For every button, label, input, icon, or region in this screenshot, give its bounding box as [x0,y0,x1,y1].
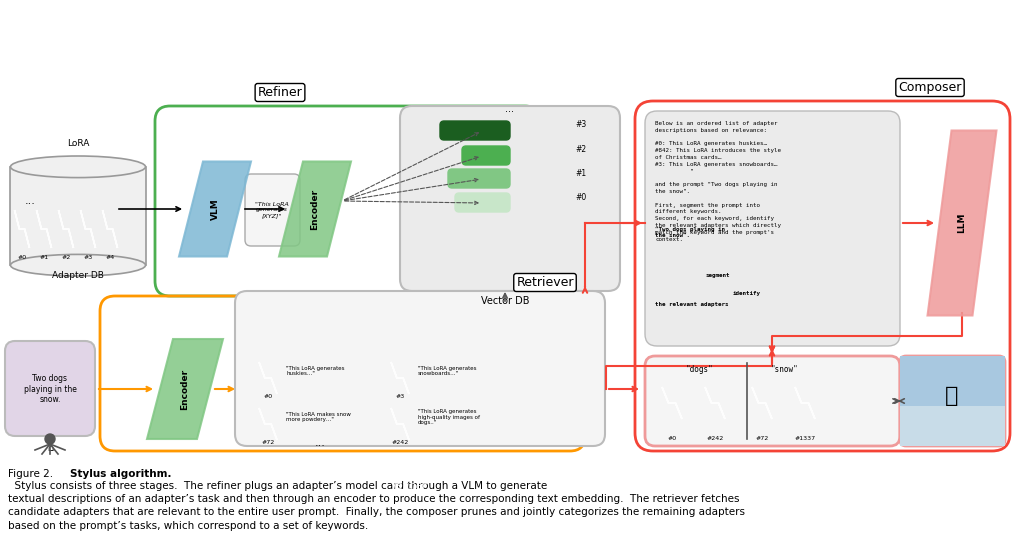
Text: refiner: refiner [393,481,427,491]
Bar [900,356,1005,406]
FancyBboxPatch shape [455,193,510,212]
Text: "This LoRA generates
huskies…": "This LoRA generates huskies…" [286,366,344,376]
FancyBboxPatch shape [440,121,510,140]
Text: LLM: LLM [957,213,967,233]
Text: Encoder: Encoder [180,369,189,409]
Text: Figure 2.: Figure 2. [8,469,59,479]
Text: ...: ... [25,196,36,206]
Bar [10,167,145,265]
Text: #0: #0 [263,395,272,399]
Text: 🐾: 🐾 [47,434,53,444]
Text: LoRA: LoRA [67,138,89,148]
Text: segment: segment [705,273,729,278]
Text: #2: #2 [61,255,71,260]
Text: #3: #3 [83,255,92,260]
Text: #3: #3 [395,395,404,399]
Text: #2: #2 [575,144,586,154]
Text: #1: #1 [575,169,586,177]
Text: ⌂: ⌂ [47,443,53,453]
Polygon shape [391,408,409,440]
Text: #3: #3 [575,120,587,128]
Text: identify: identify [733,291,761,296]
Circle shape [45,434,55,444]
Polygon shape [662,387,682,419]
Polygon shape [795,387,815,419]
Polygon shape [259,408,278,440]
Text: "This LoRA makes snow
more powdery…": "This LoRA makes snow more powdery…" [286,412,351,423]
Text: the relevant adapters: the relevant adapters [655,302,728,307]
Text: "Two dogs playing in
the snow".: "Two dogs playing in the snow". [655,227,725,238]
Polygon shape [81,210,95,248]
FancyBboxPatch shape [462,146,510,165]
Text: "This LoRA
generates
[XYZ]": "This LoRA generates [XYZ]" [255,202,289,218]
Polygon shape [14,210,30,248]
Text: #0: #0 [575,192,587,202]
Text: 🐕: 🐕 [945,386,958,406]
Text: Below is an ordered list of adapter
descriptions based on relevance:

#0: This L: Below is an ordered list of adapter desc… [655,121,781,241]
FancyBboxPatch shape [234,291,605,446]
Text: Adapter DB: Adapter DB [52,272,104,280]
Text: #1337: #1337 [795,435,815,440]
Ellipse shape [10,255,145,276]
Ellipse shape [10,156,145,177]
Polygon shape [179,161,251,257]
Text: "dogs": "dogs" [686,365,714,374]
Polygon shape [147,339,223,439]
Polygon shape [928,131,996,316]
Text: #1: #1 [40,255,48,260]
Text: Encoder: Encoder [310,188,319,230]
Polygon shape [279,161,351,257]
Polygon shape [391,362,409,394]
Polygon shape [752,387,772,419]
Text: #0: #0 [17,255,27,260]
FancyBboxPatch shape [900,356,1005,446]
FancyBboxPatch shape [645,111,900,346]
Text: Stylus consists of three stages.  The refiner plugs an adapter’s model card thro: Stylus consists of three stages. The ref… [8,481,745,531]
Text: #72: #72 [756,435,769,440]
Polygon shape [37,210,51,248]
Text: ...: ... [314,438,326,448]
Text: "This LoRA generates
high-quality images of
dogs..": "This LoRA generates high-quality images… [418,409,480,425]
Text: Stylus algorithm.: Stylus algorithm. [70,469,171,479]
Text: Refiner: Refiner [258,86,302,99]
Text: VLM: VLM [211,198,219,220]
Text: ...: ... [506,104,514,114]
Text: Vector DB: Vector DB [480,296,529,306]
Polygon shape [259,362,278,394]
FancyBboxPatch shape [447,169,510,188]
FancyBboxPatch shape [245,174,300,246]
Text: Composer: Composer [898,81,962,94]
Text: #242: #242 [707,435,724,440]
FancyBboxPatch shape [400,106,620,291]
Text: #72: #72 [261,440,274,446]
Text: #4: #4 [105,255,115,260]
Text: "This LoRA generates
snowboards…": "This LoRA generates snowboards…" [418,366,476,376]
Text: #242: #242 [391,440,409,446]
Polygon shape [102,210,118,248]
Polygon shape [705,387,725,419]
Text: Two dogs
playing in the
snow.: Two dogs playing in the snow. [24,374,77,404]
Polygon shape [58,210,74,248]
FancyBboxPatch shape [5,341,95,436]
Text: Retriever: Retriever [516,276,573,289]
Bar [900,406,1005,446]
FancyBboxPatch shape [645,356,900,446]
Text: "snow": "snow" [771,365,799,374]
Text: #0: #0 [668,435,677,440]
